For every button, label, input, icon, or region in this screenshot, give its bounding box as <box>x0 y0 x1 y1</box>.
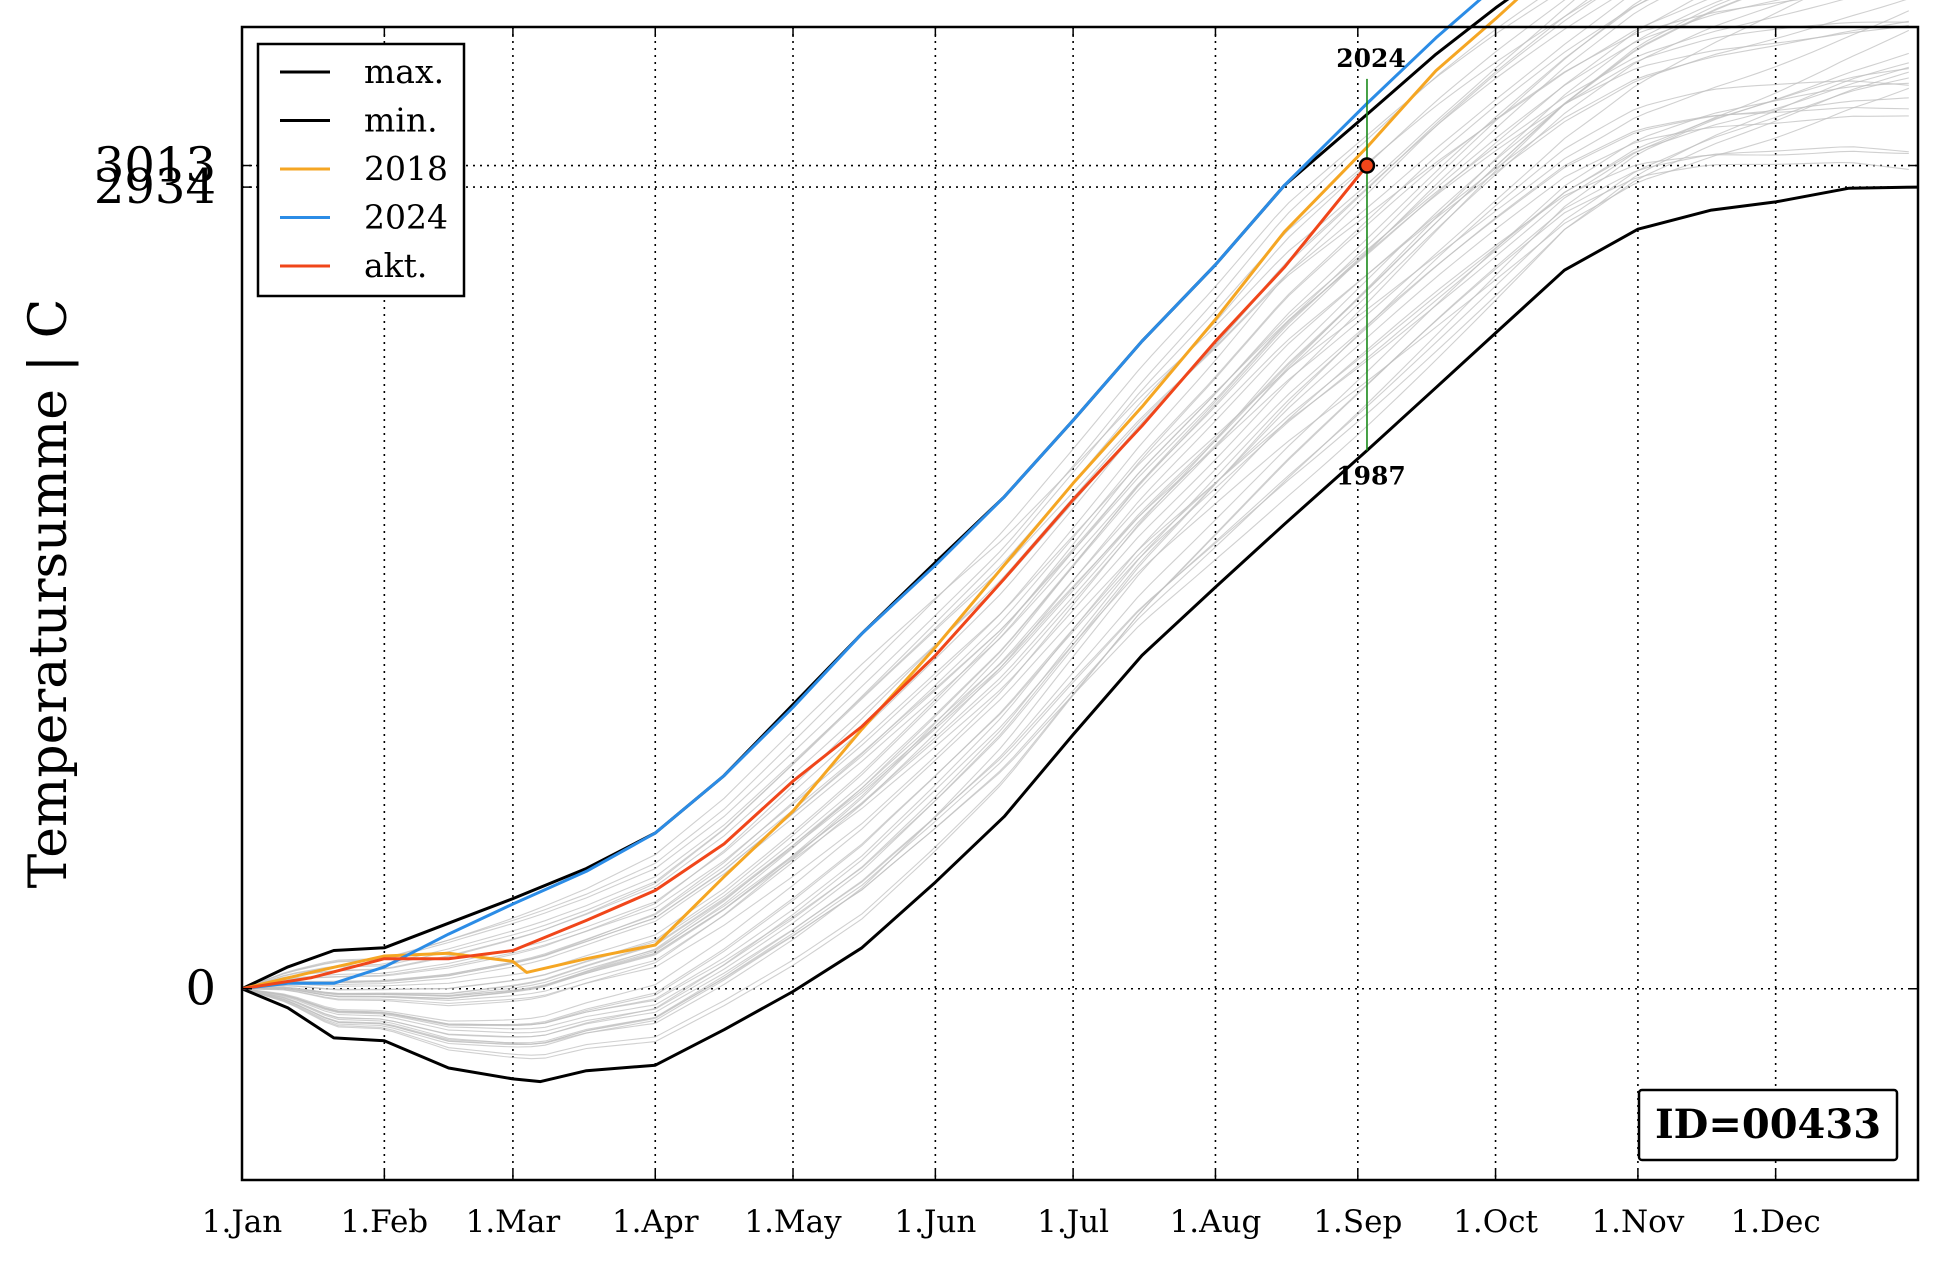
x-tick-label: 1.Jan <box>202 1204 282 1240</box>
y-axis-label: Temperatursumme | C <box>19 299 79 889</box>
id-box-label: ID=00433 <box>1655 1101 1881 1148</box>
legend: max. min. 2018 2024 akt. <box>256 42 466 298</box>
legend-label: 2018 <box>364 149 448 188</box>
annotation-above: 2024 <box>1336 44 1406 73</box>
series-line-2024 <box>241 0 1482 991</box>
legend-label: 2024 <box>364 198 448 237</box>
historical-year-line <box>241 0 1708 990</box>
legend-label: max. <box>364 52 444 91</box>
x-axis-ticks: 1.Jan 1.Feb 1.Mar 1.Apr 1.May 1.Jun 1.Jul 1.Aug… <box>202 27 1821 1240</box>
series-line-akt <box>241 164 1369 991</box>
historical-year-line <box>241 68 1909 1044</box>
historical-year-line <box>241 21 1909 1004</box>
historical-year-line <box>241 0 1801 990</box>
historical-year-line <box>241 0 1740 995</box>
historical-year-line <box>241 115 1909 1034</box>
historical-year-line <box>241 29 1910 1022</box>
historical-year-line <box>241 150 1909 1045</box>
annotation-below: 1987 <box>1336 461 1406 490</box>
historical-year-line <box>241 10 1910 1007</box>
historical-year-line <box>241 0 1539 990</box>
x-tick-label: 1.Apr <box>612 1204 699 1240</box>
x-tick-label: 1.Nov <box>1591 1204 1684 1240</box>
id-box: ID=00433 <box>1637 1088 1899 1162</box>
x-tick-label: 1.Aug <box>1170 1204 1262 1240</box>
historical-year-line <box>241 0 1724 997</box>
legend-label: min. <box>364 101 438 140</box>
x-tick-label: 1.Jul <box>1037 1204 1109 1240</box>
legend-label: akt. <box>364 246 427 285</box>
historical-year-line <box>241 0 1597 990</box>
historical-year-line <box>241 0 1742 994</box>
y-tick-label: 0 <box>185 961 216 1017</box>
x-tick-label: 1.Sep <box>1313 1204 1402 1240</box>
historical-year-line <box>241 80 1909 1026</box>
x-tick-label: 1.Oct <box>1453 1204 1538 1240</box>
annotations: 2024 1987 <box>1336 44 1406 491</box>
x-tick-label: 1.Feb <box>341 1204 429 1240</box>
historical-year-line <box>242 20 1909 1002</box>
x-tick-label: 1.Jun <box>894 1204 976 1240</box>
historical-year-line <box>241 77 1909 1045</box>
historical-year-line <box>241 52 1909 1026</box>
historical-year-line <box>242 0 1794 1000</box>
historical-year-line <box>241 0 1575 990</box>
series-line-min <box>241 185 1919 1084</box>
historical-year-line <box>241 82 1909 1038</box>
series-lines <box>241 0 1919 1084</box>
historical-years-lines <box>241 0 1910 1060</box>
historical-year-line <box>241 0 1549 990</box>
current-point-marker <box>1358 157 1376 174</box>
id-box-frame <box>1637 1088 1899 1162</box>
historical-year-line <box>241 0 1593 990</box>
y-tick-label: 2934 <box>94 159 216 215</box>
y-tick-label: 3013 <box>94 138 216 194</box>
historical-year-line <box>241 24 1909 997</box>
y-axis-ticks: 0293430134502 <box>94 138 1918 1017</box>
historical-year-line <box>241 71 1909 1046</box>
plot-frame <box>240 25 1920 1182</box>
x-tick-label: 1.Mar <box>466 1204 561 1240</box>
historical-year-line <box>241 0 1694 990</box>
historical-year-line <box>241 146 1909 1056</box>
x-tick-label: 1.May <box>744 1204 842 1240</box>
historical-year-line <box>241 106 1909 1030</box>
historical-year-line <box>241 161 1909 1060</box>
historical-year-line <box>241 0 1804 1000</box>
historical-year-line <box>241 0 1625 990</box>
series-line-2018 <box>241 0 1519 991</box>
x-tick-label: 1.Dec <box>1731 1204 1821 1240</box>
